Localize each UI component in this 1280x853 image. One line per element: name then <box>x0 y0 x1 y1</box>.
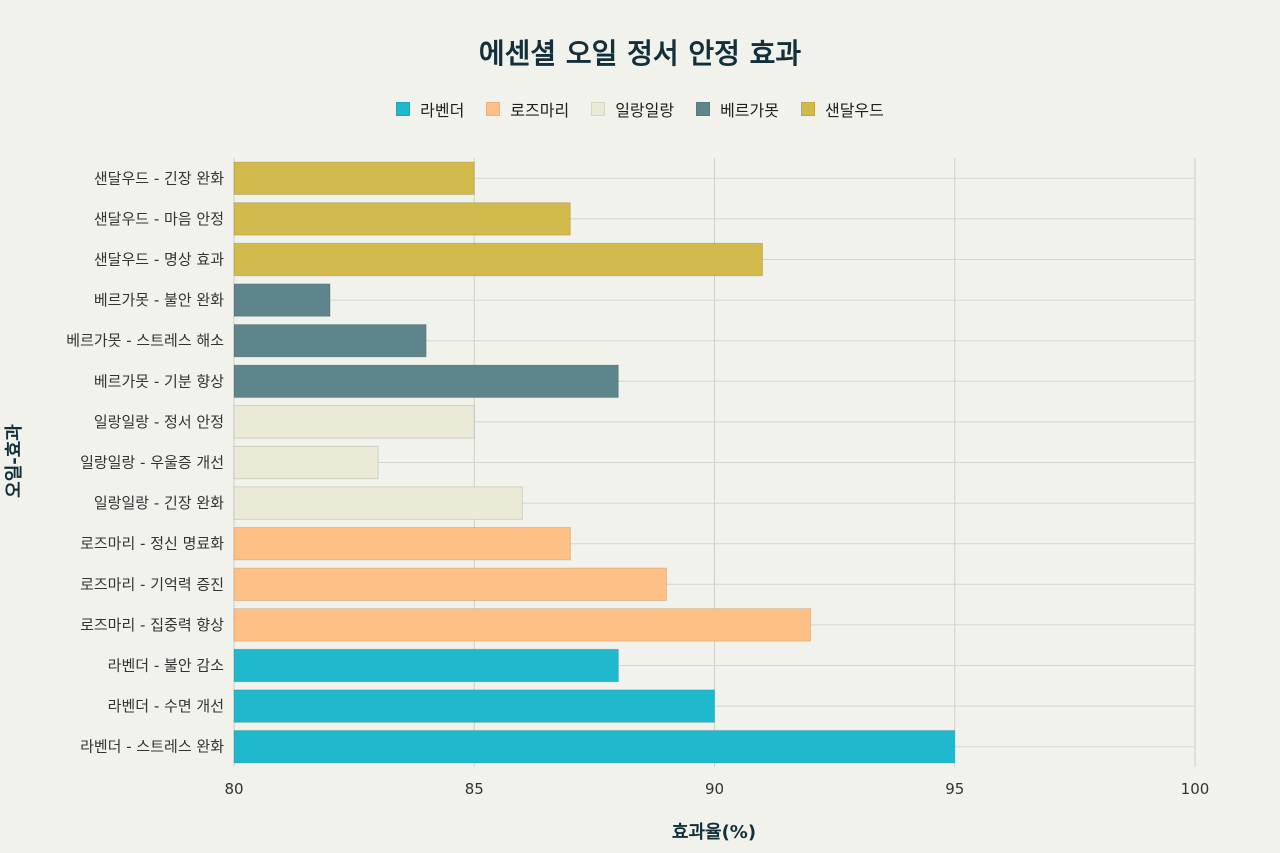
legend-swatch-ylangylang <box>591 102 606 116</box>
legend-item-ylangylang[interactable]: 일랑일랑 <box>591 97 674 121</box>
bar[interactable] <box>233 323 427 358</box>
x-tick-label: 95 <box>945 780 964 798</box>
bar[interactable] <box>233 161 475 196</box>
legend-label-sandalwood: 샌달우드 <box>824 101 884 120</box>
category-label: 일랑일랑 - 긴장 완화 <box>94 494 224 512</box>
legend-swatch-bergamot <box>696 102 711 116</box>
bar[interactable] <box>233 405 475 439</box>
chart-title: 에센셜 오일 정서 안정 효과 <box>478 37 802 70</box>
category-label: 베르가못 - 스트레스 해소 <box>66 332 224 350</box>
bar[interactable] <box>233 608 812 642</box>
legend-swatch-sandalwood <box>800 102 815 116</box>
category-label: 라벤더 - 수면 개선 <box>108 697 224 715</box>
category-label: 샌달우드 - 마음 안정 <box>94 210 224 228</box>
legend-item-rosemary[interactable]: 로즈마리 <box>486 97 569 121</box>
legend-label-lavender: 라벤더 <box>420 101 465 120</box>
category-label: 라벤더 - 스트레스 완화 <box>80 738 224 756</box>
bar[interactable] <box>233 648 619 683</box>
category-label: 로즈마리 - 집중력 향상 <box>80 616 224 634</box>
y-axis-title: 오일-효과 <box>4 424 25 498</box>
bar[interactable] <box>233 526 571 561</box>
category-label: 로즈마리 - 기억력 증진 <box>80 575 224 593</box>
category-label: 일랑일랑 - 정서 안정 <box>94 413 224 431</box>
x-tick-label: 85 <box>465 780 484 798</box>
legend-label-bergamot: 베르가못 <box>720 101 779 120</box>
legend-item-sandalwood[interactable]: 샌달우드 <box>800 97 884 121</box>
category-label: 샌달우드 - 명상 효과 <box>94 251 224 269</box>
legend: 라벤더 로즈마리 일랑일랑 베르가못 샌달우드 <box>0 97 1280 121</box>
bar[interactable] <box>233 567 667 602</box>
legend-label-ylangylang: 일랑일랑 <box>615 101 675 120</box>
x-axis-title: 효과율(%) <box>672 822 756 843</box>
bar[interactable] <box>233 486 523 520</box>
category-label: 베르가못 - 기분 향상 <box>94 372 224 390</box>
legend-label-rosemary: 로즈마리 <box>510 101 570 120</box>
legend-item-bergamot[interactable]: 베르가못 <box>696 97 779 121</box>
bar[interactable] <box>233 242 764 277</box>
category-label: 일랑일랑 - 우울증 개선 <box>80 454 224 472</box>
category-label: 베르가못 - 불안 완화 <box>94 291 224 309</box>
bar[interactable] <box>233 283 331 317</box>
category-label: 라벤더 - 불안 감소 <box>108 657 225 675</box>
x-tick-label: 100 <box>1181 780 1210 798</box>
category-label: 로즈마리 - 정신 명료화 <box>80 535 224 553</box>
category-label: 샌달우드 - 긴장 완화 <box>94 169 224 187</box>
bar-layer <box>233 161 956 764</box>
legend-swatch-lavender <box>396 102 411 116</box>
legend-item-lavender[interactable]: 라벤더 <box>396 97 464 121</box>
legend-swatch-rosemary <box>486 102 501 116</box>
bar[interactable] <box>233 364 619 399</box>
bar[interactable] <box>233 202 571 236</box>
x-tick-label: 80 <box>224 780 243 798</box>
bar[interactable] <box>233 445 379 480</box>
bar[interactable] <box>233 729 956 764</box>
bar[interactable] <box>233 689 715 723</box>
x-tick-label: 90 <box>705 780 724 798</box>
